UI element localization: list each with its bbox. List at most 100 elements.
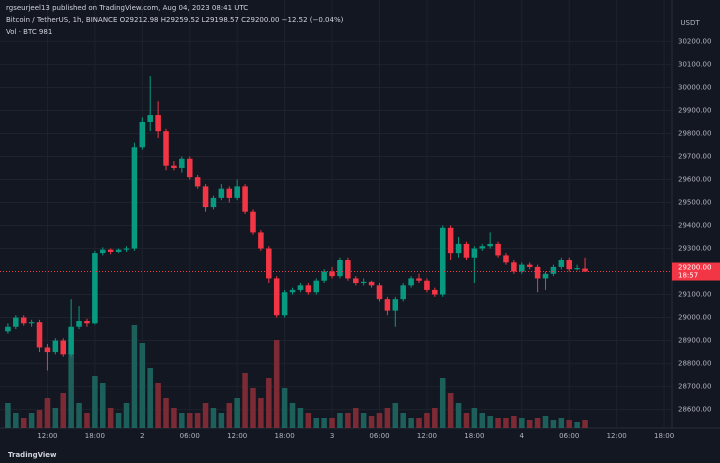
candle-body <box>171 165 177 168</box>
y-tick-label: 28600.00 <box>678 406 711 414</box>
y-tick-label: 30200.00 <box>678 37 711 45</box>
y-tick-label: 29900.00 <box>678 106 711 114</box>
candle-body <box>550 266 557 274</box>
y-tick-label: 29400.00 <box>678 222 711 230</box>
volume-bar <box>13 413 19 428</box>
volume-bar <box>400 413 406 428</box>
volume-bar <box>20 418 27 428</box>
candle-body <box>384 299 391 311</box>
volume-bar <box>107 408 114 428</box>
volume-bar <box>68 353 74 428</box>
candle-body <box>273 278 280 316</box>
candle-body <box>511 262 517 272</box>
volume-bar <box>368 416 375 428</box>
candle-body <box>147 115 153 122</box>
x-tick-label: 18:00 <box>654 432 674 440</box>
y-tick-label: 28700.00 <box>678 383 711 391</box>
candle-body <box>305 285 312 293</box>
volume-bar <box>202 403 209 428</box>
volume-bar <box>337 413 343 428</box>
candle-body <box>163 131 169 166</box>
candle-body <box>179 158 185 168</box>
volume-bar <box>84 413 90 428</box>
x-tick-label: 2 <box>140 432 144 440</box>
volume-bar <box>44 398 51 428</box>
candle-body <box>542 273 549 279</box>
volume-bar <box>534 418 541 428</box>
candle-body <box>479 246 486 249</box>
volume-bar <box>455 403 462 428</box>
candle-body <box>455 243 462 254</box>
volume-bar <box>139 343 146 428</box>
candle-body <box>186 158 193 178</box>
y-tick-label: 30100.00 <box>678 60 711 68</box>
y-tick-label: 28900.00 <box>678 337 711 345</box>
x-tick-label: 06:00 <box>369 432 389 440</box>
x-tick-label: 18:00 <box>464 432 484 440</box>
candle-body <box>266 248 272 279</box>
candle-body <box>107 249 114 252</box>
volume-bar <box>36 410 43 428</box>
volume-bar <box>155 383 161 428</box>
candle-body <box>503 255 509 263</box>
y-tick-label: 29800.00 <box>678 129 711 137</box>
volume-bar <box>186 413 193 428</box>
candle-body <box>139 121 146 148</box>
volume-bar <box>234 398 240 428</box>
y-tick-label: 29500.00 <box>678 198 711 206</box>
volume-bar <box>416 418 422 428</box>
candle-body <box>289 289 296 293</box>
candle-body <box>360 281 367 284</box>
candle-body <box>495 243 501 256</box>
candle-body <box>392 299 399 311</box>
candle-body <box>534 266 541 279</box>
volume-bar <box>194 413 201 428</box>
volume-bar <box>360 413 367 428</box>
x-tick-label: 12:00 <box>227 432 247 440</box>
candle-body <box>471 248 478 258</box>
candle-body <box>123 248 130 250</box>
candle-body <box>210 197 217 208</box>
publisher: rgseurjeel13 published on TradingView.co… <box>6 4 248 12</box>
candle-body <box>352 278 359 284</box>
volume-bar <box>5 403 11 428</box>
volume-bar <box>566 420 572 428</box>
countdown: 18:57 <box>678 272 698 280</box>
candle-body <box>13 317 19 327</box>
candle-body <box>439 227 446 295</box>
candle-body <box>297 285 304 290</box>
candle-body <box>52 340 59 353</box>
y-tick-label: 28800.00 <box>678 360 711 368</box>
footer <box>0 446 720 463</box>
x-tick-label: 06:00 <box>559 432 579 440</box>
candle-body <box>416 278 422 281</box>
volume-bar <box>250 388 256 428</box>
volume-bar <box>163 398 169 428</box>
candle-body <box>92 253 98 324</box>
candle-body <box>250 211 256 233</box>
volume-bar <box>376 413 383 428</box>
y-tick-label: 29100.00 <box>678 291 711 299</box>
volume-bar <box>352 408 359 428</box>
volume-bar <box>305 413 312 428</box>
candle-body <box>566 260 572 270</box>
volume-bar <box>432 408 438 428</box>
volume-bar <box>313 418 320 428</box>
volume-bar <box>329 418 335 428</box>
volume-bar <box>558 418 565 428</box>
volume-bar <box>281 388 288 428</box>
candle-body <box>281 292 288 316</box>
y-tick-label: 29700.00 <box>678 152 711 160</box>
candle-body <box>574 268 580 270</box>
volume-bar <box>100 383 106 428</box>
x-tick-label: 06:00 <box>180 432 200 440</box>
volume-bar <box>392 403 399 428</box>
candle-body <box>337 260 343 277</box>
candle-body <box>376 285 383 300</box>
volume-bar <box>542 416 549 428</box>
symbol-info: Bitcoin / TetherUS, 1h, BINANCE O29212.9… <box>6 16 344 24</box>
candle-body <box>313 280 320 293</box>
volume-bar <box>123 403 130 428</box>
candle-body <box>558 260 565 267</box>
volume-bar <box>503 418 509 428</box>
